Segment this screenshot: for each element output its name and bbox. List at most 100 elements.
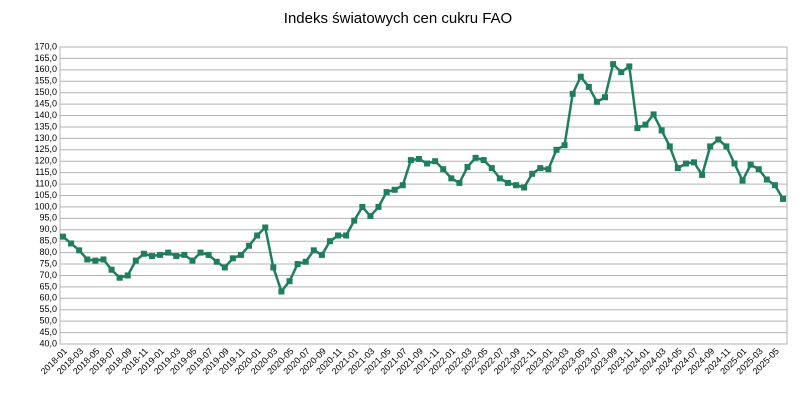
point [666, 143, 673, 150]
chart-title: Indeks światowych cen cukru FAO [284, 10, 512, 27]
point [302, 258, 309, 265]
point [148, 253, 155, 260]
point [76, 247, 83, 254]
point [100, 256, 107, 263]
point [205, 251, 212, 258]
point [68, 240, 75, 247]
point [359, 203, 366, 210]
point [270, 264, 277, 271]
point [318, 251, 325, 258]
y-tick-label: 65,0 [39, 281, 57, 291]
point [763, 176, 770, 183]
point [310, 247, 317, 254]
point [326, 238, 333, 245]
point [399, 182, 406, 189]
series-line [62, 61, 785, 295]
y-tick-label: 100,0 [34, 201, 57, 211]
point [513, 182, 520, 189]
point [723, 143, 730, 150]
point [294, 261, 301, 268]
point [229, 255, 236, 262]
y-tick-label: 95,0 [39, 213, 57, 223]
y-tick-label: 85,0 [39, 236, 57, 246]
y-tick-label: 55,0 [39, 304, 57, 314]
point [456, 179, 463, 186]
point [221, 264, 228, 271]
point [246, 242, 253, 249]
point [699, 171, 706, 178]
y-tick-label: 135,0 [34, 121, 57, 131]
point [496, 175, 503, 182]
point [585, 83, 592, 90]
point [626, 63, 633, 70]
point [213, 258, 220, 265]
point [464, 163, 471, 170]
point [237, 251, 244, 258]
point [92, 257, 99, 264]
point [642, 121, 649, 128]
point [343, 232, 350, 239]
y-tick-label: 60,0 [39, 293, 57, 303]
point [569, 90, 576, 97]
point [60, 233, 66, 240]
point [545, 166, 552, 173]
point [335, 232, 342, 239]
y-tick-label: 130,0 [34, 133, 57, 143]
point [367, 213, 374, 220]
y-tick-label: 50,0 [39, 316, 57, 326]
y-tick-label: 105,0 [34, 190, 57, 200]
point [424, 160, 431, 167]
point [415, 155, 422, 162]
plot-border [59, 46, 788, 345]
y-tick-label: 80,0 [39, 247, 57, 257]
point [407, 157, 414, 164]
y-tick-label: 160,0 [34, 64, 57, 74]
point [691, 159, 698, 166]
y-tick-label: 40,0 [39, 338, 57, 348]
point [262, 224, 269, 231]
point [432, 158, 439, 165]
point [84, 256, 91, 263]
point [472, 154, 479, 161]
y-tick-label: 45,0 [39, 327, 57, 337]
point [181, 251, 188, 258]
point [682, 160, 689, 167]
point [383, 189, 390, 196]
point [537, 165, 544, 172]
point [650, 111, 657, 118]
point [658, 127, 665, 134]
point [448, 175, 455, 182]
point [739, 177, 746, 184]
point [278, 288, 285, 295]
y-tick-label: 140,0 [34, 110, 57, 120]
point [521, 184, 528, 191]
point [561, 142, 568, 149]
y-tick-label: 150,0 [34, 87, 57, 97]
point [124, 272, 131, 279]
y-tick-label: 90,0 [39, 224, 57, 234]
y-tick-label: 75,0 [39, 258, 57, 268]
y-tick-label: 115,0 [35, 167, 57, 177]
point [610, 61, 617, 68]
point [780, 195, 786, 202]
point [480, 157, 487, 164]
y-tick-label: 165,0 [34, 53, 57, 63]
point [707, 143, 714, 150]
y-tick-label: 70,0 [39, 270, 57, 280]
point [108, 266, 115, 273]
point [165, 249, 172, 256]
point [553, 146, 560, 153]
y-tick-label: 145,0 [34, 98, 57, 108]
point [157, 251, 164, 258]
point [577, 73, 584, 80]
point [140, 250, 147, 257]
point [440, 166, 447, 173]
point [529, 170, 536, 177]
point [116, 274, 123, 281]
point [674, 165, 681, 172]
point [173, 253, 180, 260]
point [286, 278, 293, 285]
point [197, 249, 204, 256]
